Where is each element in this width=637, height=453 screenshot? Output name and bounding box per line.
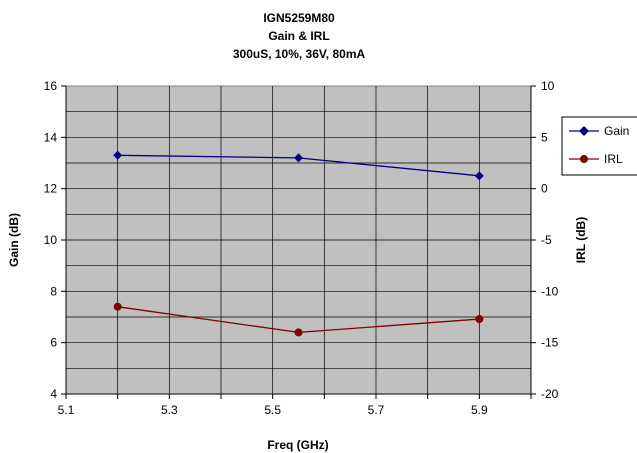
y-tick-label: 6 [50,336,57,350]
x-axis-title: Freq (GHz) [267,438,328,452]
data-point-irl [113,302,122,311]
legend-irl-marker [580,155,588,163]
y-tick-label: 10 [44,233,58,247]
x-tick-label: 5.7 [368,403,385,417]
legend-gain-label: Gain [604,124,629,138]
legend-box [561,116,637,176]
y-tick-label: 14 [44,130,58,144]
y-axis-title: Gain (dB) [7,213,21,267]
legend-irl-label: IRL [604,152,623,166]
data-point-gain [474,171,484,181]
y2-axis-title: IRL (dB) [574,217,588,263]
y-tick-label: 8 [50,284,57,298]
y2-tick-label: -5 [541,233,552,247]
y2-tick-label: -20 [541,387,559,401]
data-point-irl [475,315,484,324]
chart-title-line-1: IGN5259M80 [263,11,335,25]
x-tick-label: 5.9 [471,403,488,417]
y2-tick-label: -10 [541,284,559,298]
y2-tick-label: 10 [541,79,555,93]
data-point-gain [113,150,123,160]
x-tick-label: 5.3 [161,403,178,417]
y2-tick-label: 0 [541,182,548,196]
y-tick-label: 4 [50,387,57,401]
data-point-irl [294,328,303,337]
grid [66,86,531,394]
x-tick-label: 5.1 [58,403,75,417]
chart-title-line-2: Gain & IRL [268,29,329,43]
series-layer [113,150,484,337]
chart-title-line-3: 300uS, 10%, 36V, 80mA [233,47,366,61]
y-tick-label: 12 [44,182,58,196]
x-tick-label: 5.5 [264,403,281,417]
axes [61,85,536,399]
data-point-gain [294,153,303,163]
y2-tick-label: 5 [541,130,548,144]
legend-gain-marker [579,126,589,136]
y2-tick-label: -15 [541,336,559,350]
y-tick-label: 16 [44,79,58,93]
legend: Gain IRL [561,116,637,176]
tick-labels: 4 6 8 10 12 14 16 -20 -15 -10 -5 0 5 10 5.1 5.3 5.5 5.7 5.… [44,79,559,417]
